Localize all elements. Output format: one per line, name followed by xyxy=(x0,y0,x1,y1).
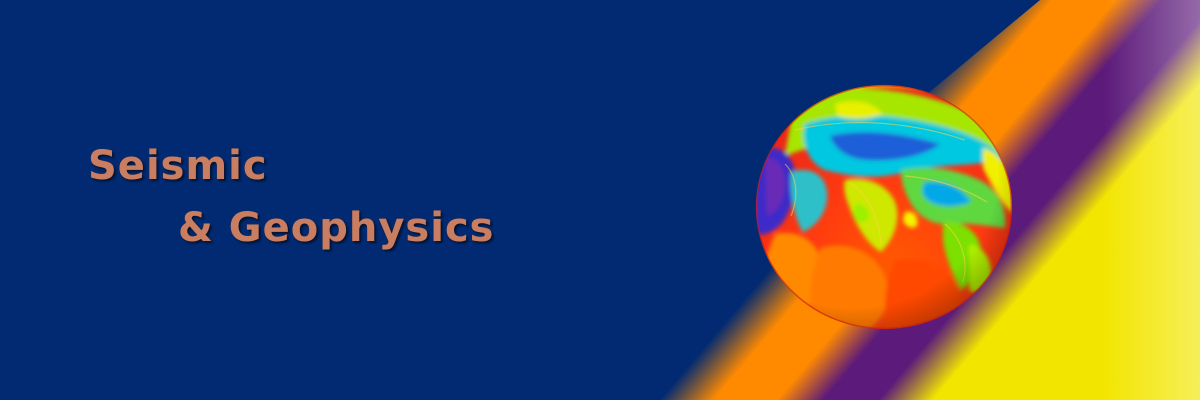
title-line-seismic: Seismic xyxy=(88,143,268,189)
title-line-geophysics: & Geophysics xyxy=(178,205,495,251)
heatmap-earth-globe-icon xyxy=(755,84,1013,330)
